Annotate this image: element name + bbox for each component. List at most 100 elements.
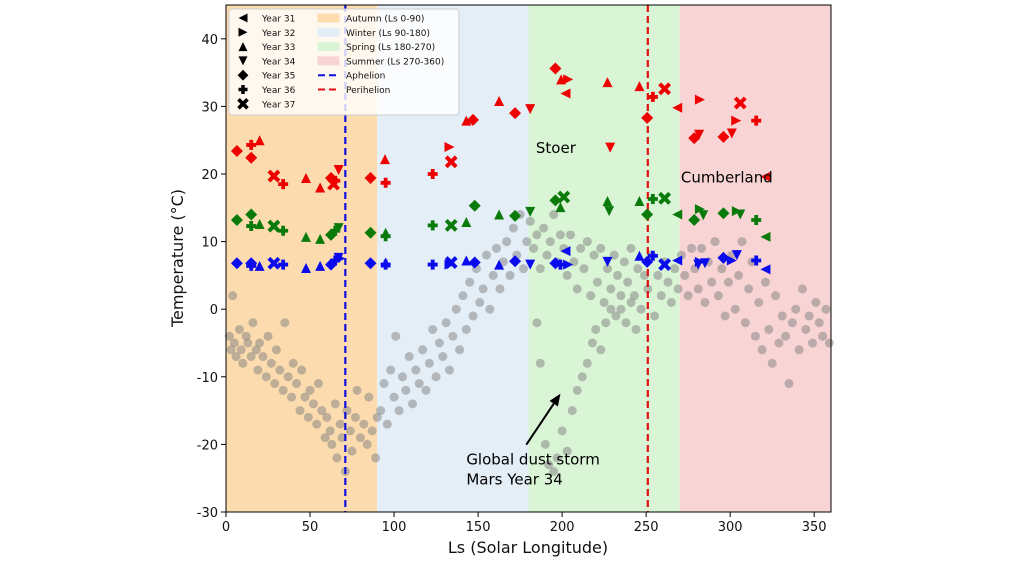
- background-point: [577, 372, 587, 382]
- background-point: [626, 297, 636, 307]
- diamond-marker: [509, 209, 522, 222]
- background-point: [680, 270, 690, 280]
- background-point: [774, 338, 784, 348]
- background-point: [229, 338, 239, 348]
- background-point: [408, 399, 418, 409]
- background-point: [740, 318, 750, 328]
- legend-swatch-season: [317, 13, 340, 23]
- legend-swatch-season: [317, 27, 340, 37]
- background-point: [312, 419, 322, 429]
- triangle-up-marker: [602, 196, 613, 207]
- x-tick-label: 0: [222, 520, 230, 535]
- annotations: Stoer Cumberland Global dust storm Mars …: [466, 139, 772, 489]
- triangle-right-marker: [731, 115, 742, 126]
- background-point: [322, 412, 332, 422]
- background-point: [576, 243, 586, 253]
- x-tick-label: 50: [302, 520, 319, 535]
- background-point: [424, 358, 434, 368]
- background-point: [327, 439, 337, 449]
- background-point: [418, 345, 428, 355]
- background-point: [567, 406, 577, 416]
- background-point: [616, 291, 626, 301]
- annotation-dust-storm-line1: Global dust storm: [466, 451, 600, 469]
- triangle-down-marker: [333, 164, 344, 175]
- triangle-up-marker: [602, 77, 613, 88]
- diamond-marker: [641, 255, 654, 268]
- background-point: [586, 291, 596, 301]
- background-point: [784, 379, 794, 389]
- x-tick-label: 250: [634, 520, 659, 535]
- background-point: [794, 345, 804, 355]
- background-point: [355, 433, 365, 443]
- triangle-up-marker: [555, 202, 566, 213]
- legend-label-year: Year 33: [261, 43, 295, 53]
- background-point: [771, 291, 781, 301]
- background-point: [241, 331, 251, 341]
- x-marker: [733, 96, 747, 110]
- background-point: [320, 433, 330, 443]
- triangle-down-marker: [699, 258, 710, 269]
- triangle-left-marker: [760, 264, 771, 275]
- triangle-right-marker: [238, 27, 248, 37]
- background-point: [599, 297, 609, 307]
- x-marker: [658, 82, 672, 96]
- plus-marker: [380, 177, 391, 188]
- background-point: [535, 264, 545, 274]
- background-point: [683, 291, 693, 301]
- triangle-up-marker: [634, 250, 645, 261]
- diamond-marker: [688, 213, 701, 226]
- background-point: [308, 399, 318, 409]
- triangle-up-marker: [494, 259, 505, 270]
- background-point: [234, 324, 244, 334]
- triangle-up-marker: [300, 262, 311, 273]
- triangle-right-marker: [694, 204, 705, 215]
- legend-label-year: Year 36: [261, 86, 296, 96]
- y-tick-label: -20: [197, 438, 218, 453]
- background-point: [505, 270, 515, 280]
- x-marker: [267, 219, 281, 233]
- plus-marker: [278, 179, 289, 190]
- background-point: [465, 277, 475, 287]
- background-point: [601, 318, 611, 328]
- background-point: [397, 372, 407, 382]
- background-point: [757, 345, 767, 355]
- background-point: [288, 358, 298, 368]
- diamond-marker: [245, 151, 258, 164]
- background-point: [266, 358, 276, 368]
- triangle-up-marker: [380, 227, 391, 238]
- background-point: [781, 331, 791, 341]
- x-marker: [444, 218, 458, 232]
- x-marker: [658, 191, 672, 205]
- background-point: [777, 311, 787, 321]
- x-marker: [557, 190, 571, 204]
- background-point: [552, 453, 562, 463]
- triangle-up-marker: [494, 95, 505, 106]
- background-point: [522, 237, 532, 247]
- background-point: [414, 379, 424, 389]
- diamond-marker: [717, 130, 730, 143]
- triangle-up-marker: [254, 219, 265, 230]
- plus-marker: [330, 255, 341, 266]
- background-point: [707, 277, 717, 287]
- x-tick-label: 150: [466, 520, 491, 535]
- triangle-down-marker: [525, 259, 536, 270]
- background-point: [557, 426, 567, 436]
- background-point: [787, 318, 797, 328]
- triangle-down-marker: [735, 209, 746, 220]
- background-point: [555, 230, 565, 240]
- background-point: [434, 338, 444, 348]
- background-point: [401, 385, 411, 395]
- background-point: [529, 243, 539, 253]
- diamond-marker: [364, 172, 377, 185]
- plus-marker: [751, 255, 762, 266]
- background-point: [382, 419, 392, 429]
- background-point: [478, 284, 488, 294]
- background-point: [376, 406, 386, 416]
- triangle-left-marker: [672, 102, 683, 113]
- background-point: [441, 318, 451, 328]
- triangle-up-marker: [461, 216, 472, 227]
- background-point: [502, 237, 512, 247]
- diamond-marker: [245, 208, 258, 221]
- background-point: [818, 331, 828, 341]
